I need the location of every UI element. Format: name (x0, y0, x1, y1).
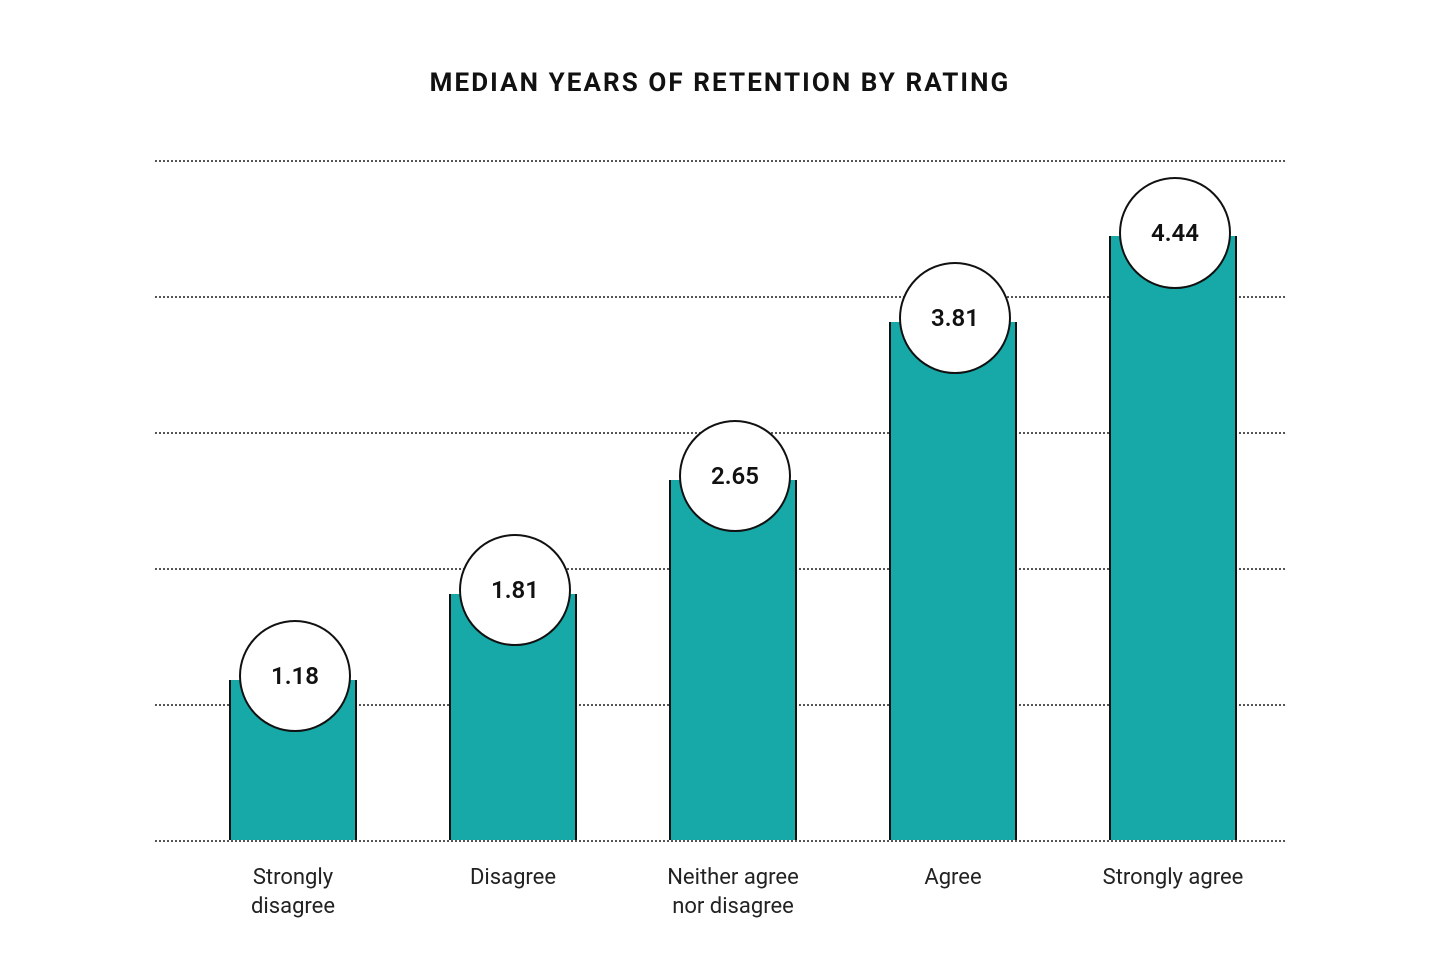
value-bubble: 2.65 (679, 420, 791, 532)
category-label: Disagree (403, 864, 623, 893)
value-bubble: 3.81 (899, 262, 1011, 374)
value-bubble: 4.44 (1119, 177, 1231, 289)
chart-title: MEDIAN YEARS OF RETENTION BY RATING (0, 68, 1440, 98)
chart-bars: 1.18 1.81 2.65 3.81 4.44 (155, 160, 1285, 840)
value-label: 2.65 (711, 462, 759, 490)
category-label: Strongly disagree (183, 864, 403, 921)
bar (669, 480, 797, 840)
chart-canvas: MEDIAN YEARS OF RETENTION BY RATING 1.18… (0, 0, 1440, 971)
value-label: 1.18 (271, 662, 319, 690)
value-label: 3.81 (931, 304, 979, 332)
value-label: 1.81 (491, 576, 539, 604)
category-label: Neither agree nor disagree (623, 864, 843, 921)
bar (889, 322, 1017, 840)
value-label: 4.44 (1151, 219, 1199, 247)
gridline (155, 840, 1285, 842)
category-label: Agree (843, 864, 1063, 893)
value-bubble: 1.18 (239, 620, 351, 732)
value-bubble: 1.81 (459, 534, 571, 646)
bar (1109, 236, 1237, 840)
category-label: Strongly agree (1063, 864, 1283, 893)
